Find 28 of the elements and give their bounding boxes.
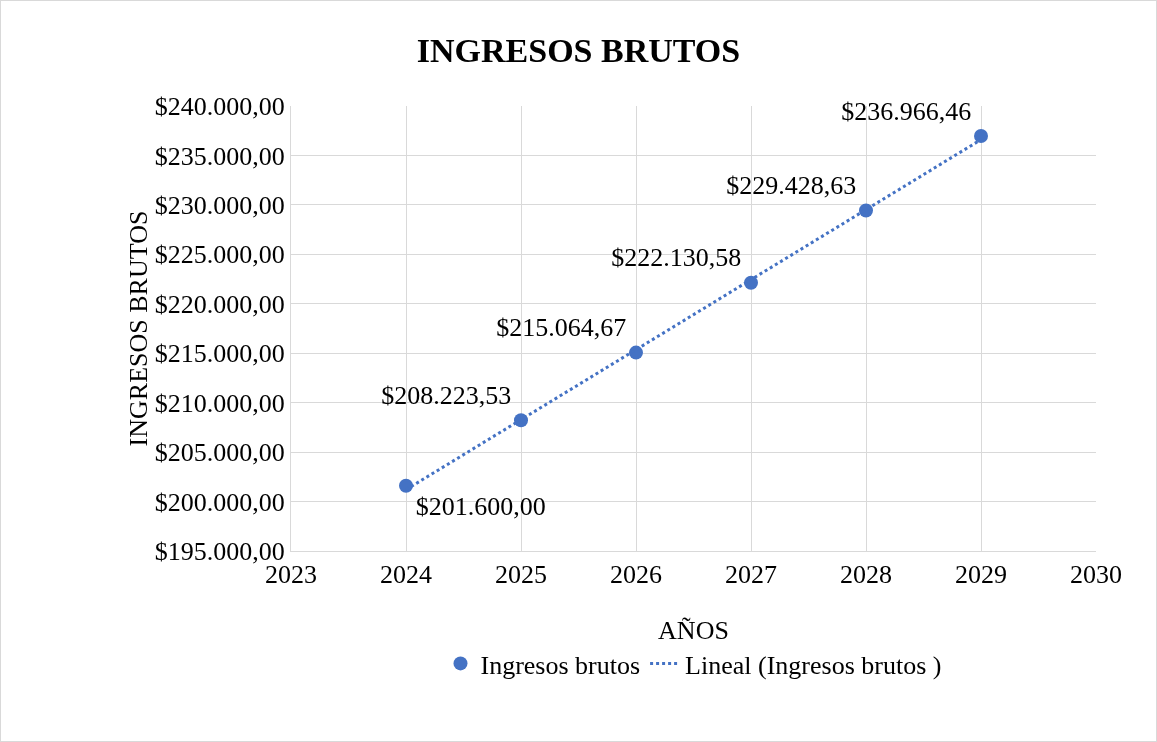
- y-tick-label: $200.000,00: [154, 487, 285, 517]
- chart-title: INGRESOS BRUTOS: [416, 31, 741, 69]
- x-tick-label: 2028: [840, 560, 892, 590]
- y-tick-label: $220.000,00: [154, 289, 285, 319]
- x-tick-label: 2030: [1070, 560, 1122, 590]
- y-tick-label: $230.000,00: [154, 190, 285, 220]
- x-tick-label: 2025: [495, 560, 547, 590]
- y-axis-title: INGRESOS BRUTOS: [123, 210, 153, 447]
- legend-label: Lineal (Ingresos brutos ): [685, 650, 942, 680]
- y-tick-label: $215.000,00: [154, 339, 285, 369]
- point: [974, 129, 988, 143]
- data-label: $222.130,58: [611, 243, 742, 273]
- data-label: $229.428,63: [726, 171, 857, 201]
- x-axis-title: AÑOS: [658, 616, 729, 645]
- x-tick-label: 2026: [610, 560, 662, 590]
- data-label: $201.600,00: [415, 491, 546, 521]
- x-tick-label: 2027: [725, 560, 777, 590]
- x-tick-label: 2029: [955, 560, 1007, 590]
- data-label: $208.223,53: [381, 380, 512, 410]
- data-label: $215.064,67: [496, 313, 627, 343]
- x-tick-label: 2024: [380, 560, 432, 590]
- y-tick-label: $240.000,00: [154, 92, 285, 122]
- y-tick-label: $205.000,00: [154, 438, 285, 468]
- legend-label: Ingresos brutos: [480, 650, 641, 680]
- y-tick-label: $225.000,00: [154, 240, 285, 270]
- y-tick-label: $235.000,00: [154, 141, 285, 171]
- y-tick-label: $210.000,00: [154, 388, 285, 418]
- data-label: $236.966,46: [841, 96, 972, 126]
